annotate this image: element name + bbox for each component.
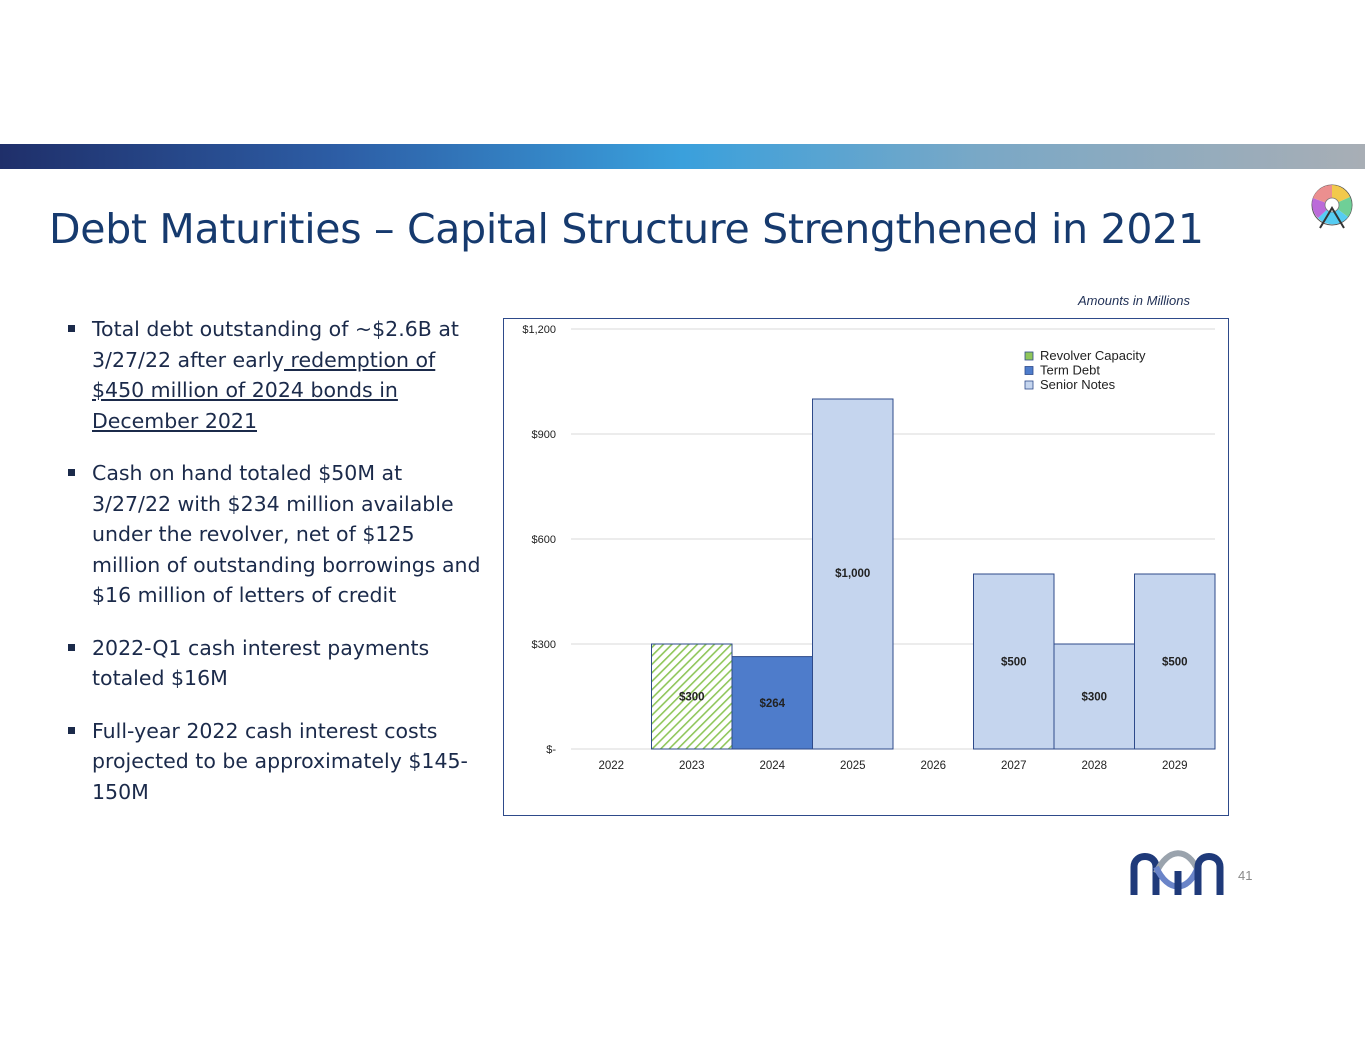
- x-tick-label: 2022: [598, 760, 624, 772]
- x-tick-label: 2029: [1162, 760, 1188, 772]
- x-tick-label: 2027: [1001, 760, 1027, 772]
- bullet-text: Total debt outstanding of ~$2.6B at 3/27…: [92, 317, 459, 372]
- data-label: $1,000: [835, 568, 870, 580]
- bullet-underlined-text: redemption of $450 million of 2024 bonds…: [92, 347, 436, 433]
- bar: [812, 398, 894, 750]
- data-label: $264: [759, 698, 785, 710]
- bullet-square-icon: [68, 325, 75, 332]
- legend-label: Revolver Capacity: [1040, 348, 1146, 363]
- bullet-text: Cash on hand totaled $50M at 3/27/22 wit…: [92, 461, 481, 607]
- debt-maturities-chart: $- $300 $600 $900 $1,200 $300 $264 $1,000 $500 $3…: [503, 318, 1229, 816]
- data-label: $500: [1162, 657, 1188, 669]
- company-logo-icon: [1130, 850, 1224, 895]
- company-wheel-icon: [1311, 184, 1353, 229]
- x-tick-label: 2026: [920, 760, 946, 772]
- bullet-text: 2022-Q1 cash interest payments totaled $…: [92, 635, 430, 691]
- bullet-item: 2022-Q1 cash interest payments totaled $…: [62, 633, 482, 694]
- legend-swatch: [1024, 380, 1034, 390]
- x-tick-label: 2025: [840, 760, 866, 772]
- bullet-square-icon: [68, 726, 75, 734]
- x-tick-label: 2028: [1081, 760, 1107, 772]
- bullet-square-icon: [68, 643, 75, 651]
- legend-swatch: [1024, 351, 1034, 361]
- bar: [651, 643, 733, 750]
- bar: [1134, 573, 1216, 750]
- header-banner: [0, 144, 1365, 169]
- legend-swatch: [1024, 366, 1034, 375]
- legend-label: Term Debt: [1040, 363, 1100, 378]
- bar: [731, 656, 813, 750]
- bullet-text: Full-year 2022 cash interest costs proje…: [92, 718, 468, 804]
- bullet-item: Cash on hand totaled $50M at 3/27/22 wit…: [62, 458, 482, 611]
- data-label: $500: [1001, 657, 1027, 669]
- page-title: Debt Maturities – Capital Structure Stre…: [49, 205, 1204, 253]
- bar: [973, 573, 1055, 750]
- bullet-item: Full-year 2022 cash interest costs proje…: [62, 716, 482, 808]
- x-tick-label: 2024: [759, 760, 785, 772]
- bullet-item: Total debt outstanding of ~$2.6B at 3/27…: [62, 314, 482, 436]
- y-tick-label: $900: [532, 429, 556, 441]
- page-number: 41: [1238, 868, 1253, 883]
- y-tick-label: $300: [532, 639, 556, 651]
- y-tick-label: $-: [546, 744, 556, 756]
- x-tick-label: 2023: [679, 760, 705, 772]
- data-label: $300: [1081, 692, 1107, 704]
- data-label: $300: [679, 692, 705, 704]
- bullet-list: Total debt outstanding of ~$2.6B at 3/27…: [62, 314, 482, 829]
- y-tick-label: $1,200: [522, 324, 556, 336]
- legend-label: Senior Notes: [1040, 377, 1116, 392]
- chart-canvas: $- $300 $600 $900 $1,200 $300 $264 $1,000 $500 $3…: [522, 324, 1216, 772]
- amounts-note: Amounts in Millions: [1078, 293, 1190, 308]
- bullet-square-icon: [68, 469, 75, 476]
- y-tick-label: $600: [532, 534, 556, 546]
